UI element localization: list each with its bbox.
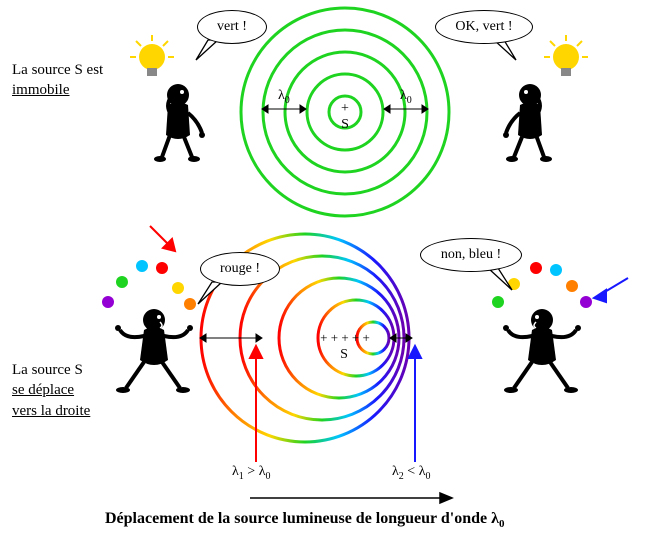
lambda0-right: λ0 [400, 88, 412, 106]
speech-top-left-text: vert ! [217, 19, 247, 35]
source-label-top: S [341, 117, 349, 132]
arrow-lambda1 [250, 346, 262, 462]
speech-top-right: OK, vert ! [435, 10, 533, 44]
arrow-displacement [250, 493, 452, 503]
plus-trail: + + + + + [320, 330, 370, 345]
lambda0-left: λ0 [278, 88, 290, 106]
speech-bottom-left-text: rouge ! [220, 261, 260, 277]
source-label-bottom: S [340, 347, 348, 362]
lambda0-left-arrow [262, 105, 306, 113]
lambda0-right-arrow [384, 105, 428, 113]
speech-bottom-right-text: non, bleu ! [441, 247, 501, 263]
caption-bottom-u2: vers la droite [12, 403, 90, 419]
arrow-diag-red [150, 226, 175, 251]
lambda2-label: λ2 < λ0 [392, 464, 430, 482]
caption-bottom-plain: La source S [12, 362, 83, 378]
speech-top-left: vert ! [197, 10, 267, 44]
speech-bottom-right: non, bleu ! [420, 238, 522, 272]
svg-text:+: + [341, 101, 349, 116]
lightbulb-icon [130, 35, 174, 76]
lambda2-span [390, 334, 412, 342]
caption-top-under: immobile [12, 82, 70, 98]
caption-top: La source S est immobile [12, 60, 103, 101]
speech-top-right-text: OK, vert ! [455, 19, 512, 35]
caption-top-plain: La source S est [12, 62, 103, 78]
caption-bottom-u1: se déplace [12, 382, 74, 398]
caption-bottom: La source S se déplace vers la droite [12, 360, 90, 421]
footer-text: Déplacement de la source lumineuse de lo… [105, 510, 504, 530]
speech-bottom-left: rouge ! [200, 252, 280, 286]
lambda1-label: λ1 > λ0 [232, 464, 270, 482]
lightbulb-icon [544, 35, 588, 76]
arrow-lambda2 [409, 346, 421, 462]
